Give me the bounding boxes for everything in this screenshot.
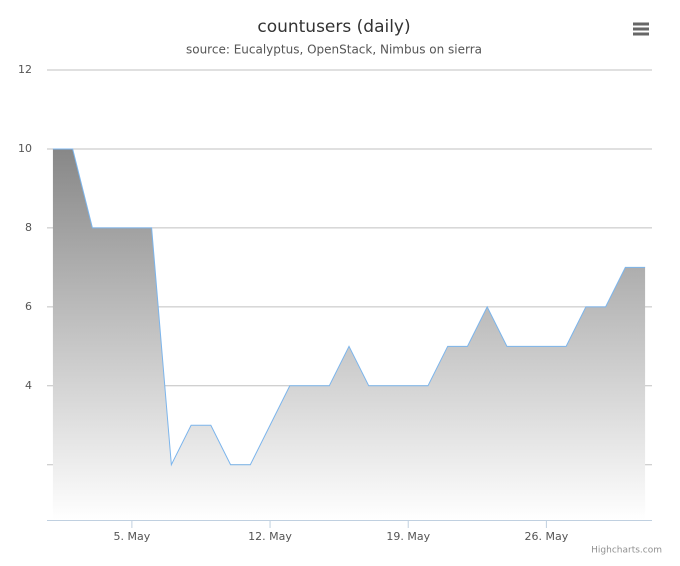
area <box>52 148 646 520</box>
series-line <box>52 148 646 467</box>
menu-icon[interactable] <box>633 22 649 36</box>
x-tick-label: 19. May <box>386 530 430 543</box>
x-tick-label: 12. May <box>248 530 292 543</box>
credits: Highcharts.com <box>591 546 662 556</box>
menu-button[interactable] <box>630 18 654 40</box>
y-tick-label: 10 <box>18 142 32 155</box>
y-tick-label: 6 <box>25 300 32 313</box>
y-tick-label: 8 <box>25 221 32 234</box>
chart-subtitle: source: Eucalyptus, OpenStack, Nimbus on… <box>186 43 482 57</box>
y-tick-label: 12 <box>18 63 32 76</box>
x-tick-label: 5. May <box>114 530 151 543</box>
x-tick-label: 26. May <box>525 530 569 543</box>
chart-title: countusers (daily) <box>257 17 410 37</box>
y-tick-label: 4 <box>25 379 32 392</box>
